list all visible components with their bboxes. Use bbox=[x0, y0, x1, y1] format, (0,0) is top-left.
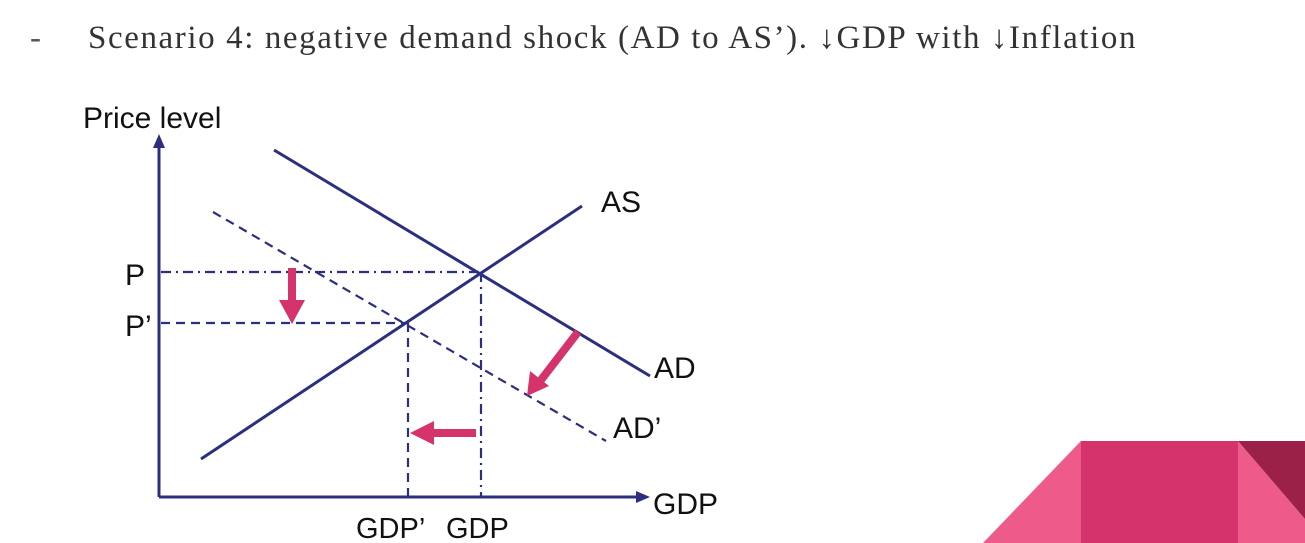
demand-shift-arrow bbox=[527, 329, 582, 396]
x-axis-label: GDP bbox=[653, 488, 718, 521]
gdp-label: GDP bbox=[446, 513, 509, 543]
x-axis-arrowhead bbox=[636, 491, 650, 503]
p-new-label: P’ bbox=[125, 310, 152, 343]
p-label: P bbox=[125, 259, 145, 292]
price-down-arrow bbox=[279, 268, 305, 324]
gdp-new-label: GDP’ bbox=[356, 513, 425, 543]
heading-text: Scenario 4: negative demand shock (AD to… bbox=[88, 20, 1138, 56]
ad-curve bbox=[273, 148, 651, 378]
ad-label: AD bbox=[654, 352, 696, 385]
gdp-left-arrow bbox=[410, 421, 476, 445]
slide-heading: - Scenario 4: negative demand shock (AD t… bbox=[30, 20, 1137, 57]
ad-shifted-label: AD’ bbox=[613, 412, 661, 445]
y-axis-label: Price level bbox=[83, 102, 221, 135]
corner-decoration bbox=[983, 441, 1305, 543]
bullet-marker: - bbox=[30, 20, 43, 56]
y-axis-arrowhead bbox=[153, 134, 165, 148]
as-curve bbox=[200, 204, 583, 461]
as-label: AS bbox=[601, 186, 641, 219]
ad-shifted-curve bbox=[212, 211, 607, 442]
